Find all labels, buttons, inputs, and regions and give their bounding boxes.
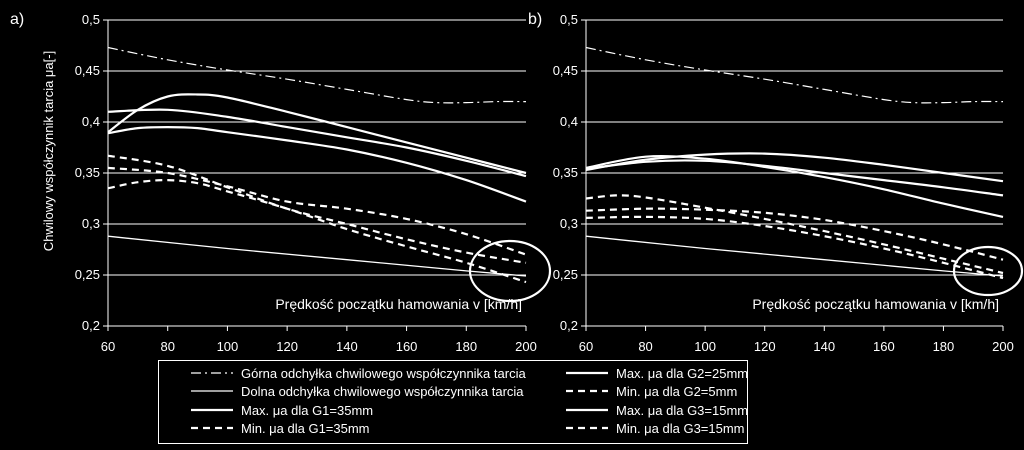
series-line [585, 215, 1004, 280]
chart-panel-a: 0,2 0,25 0,3 0,35 0,4 0,45 0,5 60 80 100 120 140 160… [10, 11, 552, 354]
series-line [585, 194, 1004, 275]
series-line [107, 125, 527, 203]
legend-swatch [191, 426, 233, 430]
x-tick-label: 140 [336, 339, 358, 354]
y-tick-label: 0,3 [560, 216, 578, 231]
legend-swatch [566, 408, 608, 412]
x-tick-label: 200 [992, 339, 1014, 354]
legend-item: Min. μa dla G3=15mm [564, 419, 745, 437]
legend-item: Max. μa dla G1=35mm [189, 401, 373, 419]
y-tick-label: 0,25 [75, 267, 100, 282]
legend-label: Min. μa dla G1=35mm [241, 420, 370, 436]
y-tick-label: 0,45 [75, 63, 100, 78]
x-tick-label: 80 [160, 339, 174, 354]
y-tick-label: 0,25 [553, 267, 578, 282]
legend-item: Górna odchyłka chwilowego współczynnika … [189, 364, 526, 382]
x-tick-label: 200 [515, 339, 537, 354]
panel-label: a) [10, 11, 24, 28]
series-line [107, 108, 527, 178]
x-tick-label: 160 [873, 339, 895, 354]
series-line [585, 152, 1004, 183]
y-tick-label: 0,35 [75, 165, 100, 180]
chart-panel-b: 0,2 0,25 0,3 0,35 0,4 0,45 0,5 60 80 100 120 140 160… [528, 11, 1024, 354]
x-tick-label: 180 [455, 339, 477, 354]
chart-legend: Górna odchyłka chwilowego współczynnika … [158, 360, 748, 444]
annotation-circle [468, 239, 552, 303]
series-line [585, 155, 1004, 218]
y-tick-label: 0,35 [553, 165, 578, 180]
series-line [107, 93, 527, 175]
x-tick-label: 120 [276, 339, 298, 354]
legend-item: Max. μa dla G3=15mm [564, 401, 748, 419]
legend-item: Dolna odchyłka chwilowego współczynnika … [189, 382, 524, 400]
legend-label: Min. μa dla G3=15mm [616, 420, 745, 436]
legend-item: Max. μa dla G2=25mm [564, 364, 748, 382]
series-line [585, 235, 1004, 277]
series-line [585, 159, 1004, 197]
y-tick-label: 0,2 [82, 318, 100, 333]
y-tick-label: 0,45 [553, 63, 578, 78]
legend-item: Min. μa dla G2=5mm [564, 382, 737, 400]
legend-label: Max. μa dla G1=35mm [241, 402, 374, 418]
legend-swatch [566, 371, 608, 375]
legend-swatch [191, 372, 233, 374]
x-tick-label: 180 [933, 339, 955, 354]
legend-label: Min. μa dla G2=5mm [616, 383, 738, 399]
legend-label: Max. μa dla G3=15mm [616, 402, 749, 418]
y-axis-label: Chwilowy współczynnik tarcia μa[-] [41, 51, 56, 251]
x-tick-label: 160 [396, 339, 418, 354]
x-axis-label: Prędkość początku hamowania v [km/h] [752, 296, 999, 312]
legend-swatch [566, 389, 608, 393]
x-tick-label: 100 [694, 339, 716, 354]
legend-item: Min. μa dla G1=35mm [189, 419, 370, 437]
legend-swatch [191, 390, 233, 392]
legend-label: Górna odchyłka chwilowego współczynnika … [241, 365, 526, 381]
x-tick-label: 60 [101, 339, 115, 354]
series-line [585, 46, 1004, 104]
legend-label: Dolna odchyłka chwilowego współczynnika … [241, 383, 524, 399]
x-tick-label: 100 [217, 339, 239, 354]
x-tick-label: 80 [638, 339, 652, 354]
legend-swatch [191, 408, 233, 412]
series-line [107, 166, 527, 256]
series-line [107, 235, 527, 277]
y-tick-label: 0,3 [82, 216, 100, 231]
legend-swatch [566, 426, 608, 430]
x-tick-label: 120 [754, 339, 776, 354]
series-line [107, 154, 527, 264]
series-line [107, 46, 527, 104]
x-axis-label: Prędkość początku hamowania v [km/h] [275, 296, 522, 312]
panel-label: b) [528, 11, 542, 28]
y-tick-label: 0,5 [82, 12, 100, 27]
y-tick-label: 0,4 [82, 114, 100, 129]
y-tick-label: 0,2 [560, 318, 578, 333]
series-line [585, 207, 1004, 261]
y-tick-label: 0,4 [560, 114, 578, 129]
series-line [107, 178, 527, 284]
x-tick-label: 140 [813, 339, 835, 354]
x-tick-label: 60 [579, 339, 593, 354]
annotation-circle [952, 245, 1024, 297]
y-tick-label: 0,5 [560, 12, 578, 27]
legend-label: Max. μa dla G2=25mm [616, 365, 749, 381]
